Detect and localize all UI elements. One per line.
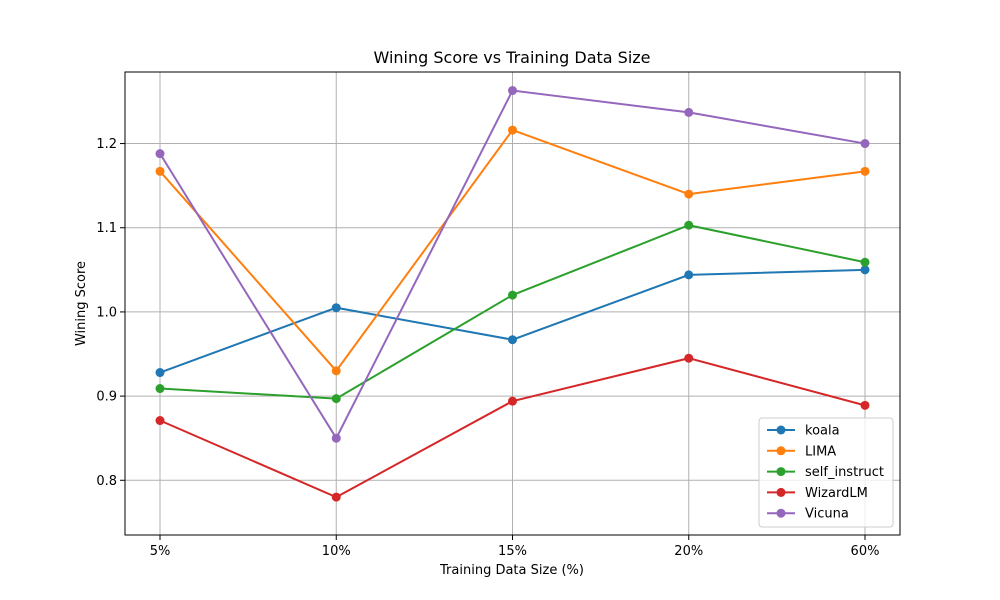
legend-label: WizardLM	[805, 486, 868, 501]
y-axis-title: Wining Score	[74, 261, 89, 346]
legend-item: Vicuna	[767, 507, 849, 522]
data-point	[155, 384, 165, 394]
data-point	[860, 400, 870, 410]
y-tick-label: 0.8	[96, 474, 117, 489]
series-layer	[155, 86, 870, 502]
legend-item: WizardLM	[767, 486, 868, 501]
y-tick-label: 1.2	[96, 137, 117, 152]
data-point	[331, 433, 341, 443]
x-tick-label: 20%	[674, 544, 703, 559]
data-point	[860, 257, 870, 267]
legend-label: Vicuna	[805, 507, 849, 522]
x-tick-label: 15%	[498, 544, 527, 559]
data-point	[684, 107, 694, 117]
series-self-instruct	[155, 220, 870, 404]
data-point	[155, 368, 165, 378]
y-tick-label: 1.1	[96, 221, 117, 236]
series-vicuna	[155, 86, 870, 443]
legend-swatch-marker	[776, 508, 786, 518]
x-tick-label: 5%	[150, 544, 171, 559]
legend-label: koala	[805, 424, 840, 439]
series-lima	[155, 125, 870, 376]
legend-item: self_instruct	[767, 465, 884, 480]
legend-swatch-marker	[776, 446, 786, 456]
data-point	[508, 125, 517, 135]
chart-title: Wining Score vs Training Data Size	[373, 48, 650, 67]
data-point	[155, 149, 165, 159]
y-tick-label: 0.9	[96, 390, 117, 405]
data-point	[155, 166, 165, 176]
data-point	[684, 220, 694, 230]
data-point	[331, 492, 341, 502]
y-tick-label: 1.0	[96, 305, 117, 320]
data-point	[684, 189, 694, 199]
legend-box	[758, 417, 894, 528]
legend-item: koala	[767, 424, 840, 439]
data-point	[331, 366, 341, 376]
data-point	[331, 394, 341, 404]
series-wizardlm	[155, 353, 870, 502]
x-tick-label: 60%	[851, 544, 880, 559]
data-point	[860, 139, 870, 149]
legend: koala LIMA self_instruct WizardLM Vicuna	[758, 417, 894, 528]
x-axis-title: Training Data Size (%)	[439, 563, 584, 578]
data-point	[860, 166, 870, 176]
x-tick-label: 10%	[322, 544, 351, 559]
data-point	[508, 86, 517, 96]
data-point	[331, 303, 341, 313]
data-point	[684, 270, 694, 280]
data-point	[508, 396, 517, 406]
data-point	[684, 353, 694, 363]
data-point	[508, 290, 517, 300]
legend-swatch-marker	[776, 425, 786, 435]
legend-label: self_instruct	[805, 465, 884, 480]
data-point	[860, 265, 870, 275]
legend-swatch-marker	[776, 487, 786, 497]
series-koala	[155, 265, 870, 378]
legend-label: LIMA	[805, 444, 836, 459]
legend-swatch-marker	[776, 467, 786, 477]
data-point	[155, 416, 165, 426]
legend-item: LIMA	[767, 444, 836, 459]
ticks: 5% 10% 15% 20% 60% 0.8 0.9 1.0 1.1 1.2	[96, 137, 879, 559]
data-point	[508, 335, 517, 345]
